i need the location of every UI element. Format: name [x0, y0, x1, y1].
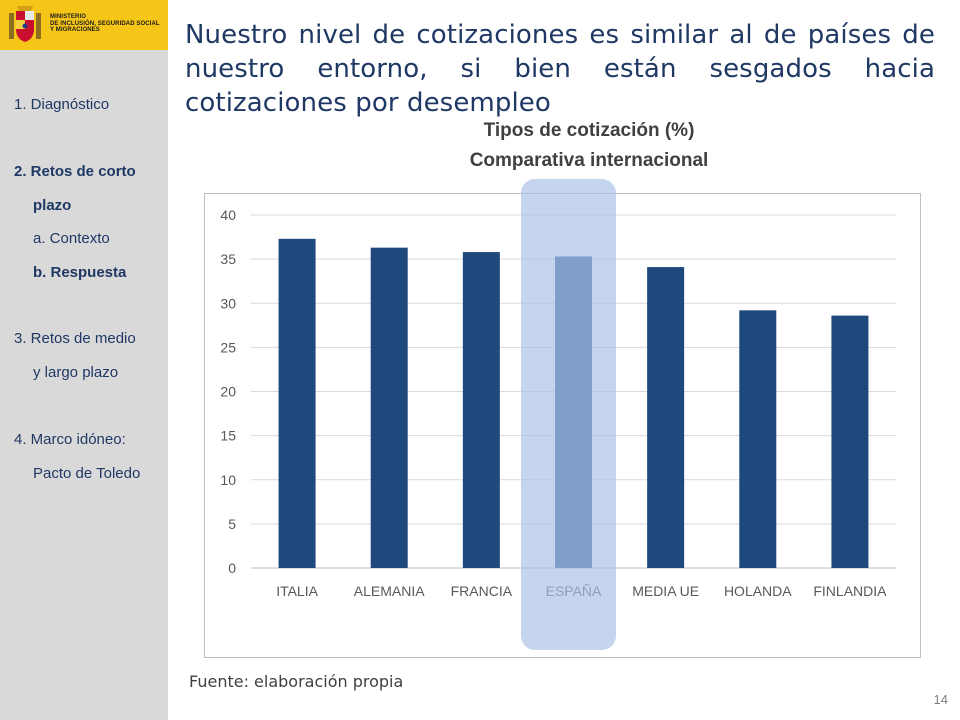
slide-title: Nuestro nivel de cotizaciones es similar… — [185, 20, 935, 118]
bar-alemania — [370, 247, 408, 568]
x-tick-label: ITALIA — [276, 583, 318, 599]
y-tick-label: 0 — [228, 560, 236, 576]
nav-item-retos-medio-cont[interactable]: y largo plazo — [33, 364, 119, 381]
nav-item-marco[interactable]: 4. Marco idóneo: — [14, 431, 126, 448]
x-tick-label: HOLANDA — [724, 583, 792, 599]
nav-item-retos-medio[interactable]: 3. Retos de medio — [14, 330, 136, 347]
x-tick-label: MEDIA UE — [632, 583, 699, 599]
y-tick-label: 40 — [220, 207, 236, 223]
page-number: 14 — [933, 692, 948, 707]
y-tick-label: 30 — [220, 295, 236, 311]
x-tick-label: ALEMANIA — [354, 583, 425, 599]
bar-italia — [278, 238, 316, 568]
y-tick-label: 25 — [220, 339, 236, 355]
bar-finlandia — [831, 315, 869, 568]
nav-item-marco-cont[interactable]: Pacto de Toledo — [33, 465, 141, 482]
chart-subtitle: Comparativa internacional — [469, 150, 709, 171]
source-note: Fuente: elaboración propia — [189, 672, 404, 691]
ministry-line-2: DE INCLUSIÓN, SEGURIDAD SOCIAL — [50, 20, 160, 27]
x-tick-label: FINLANDIA — [813, 583, 887, 599]
nav-subitem-contexto[interactable]: a. Contexto — [33, 230, 110, 247]
nav-item-retos-corto-cont[interactable]: plazo — [33, 197, 72, 214]
ministry-line-1: MINISTERIO — [50, 14, 87, 20]
y-tick-label: 10 — [220, 472, 236, 488]
nav-item-diagnostico[interactable]: 1. Diagnóstico — [14, 96, 110, 113]
bar-media-ue — [647, 267, 685, 568]
y-tick-label: 35 — [220, 251, 236, 267]
y-tick-label: 5 — [228, 516, 236, 532]
highlight-band-espana — [521, 179, 616, 650]
chart-title: Tipos de cotización (%) — [483, 120, 695, 141]
nav-subitem-respuesta[interactable]: b. Respuesta — [33, 264, 127, 281]
ministry-logo: MINISTERIO DE INCLUSIÓN, SEGURIDAD SOCIA… — [0, 0, 168, 50]
nav-item-retos-corto[interactable]: 2. Retos de corto — [14, 163, 136, 180]
sidebar: MINISTERIO DE INCLUSIÓN, SEGURIDAD SOCIA… — [0, 0, 168, 720]
y-tick-label: 15 — [220, 428, 236, 444]
x-tick-label: FRANCIA — [451, 583, 513, 599]
y-tick-label: 20 — [220, 384, 236, 400]
bar-holanda — [739, 310, 777, 568]
ministry-name: MINISTERIO DE INCLUSIÓN, SEGURIDAD SOCIA… — [50, 14, 168, 34]
chart-title-block: Tipos de cotización (%) Comparativa inte… — [380, 116, 798, 176]
coat-of-arms-icon — [9, 6, 41, 42]
bars — [278, 238, 869, 568]
ministry-line-3: Y MIGRACIONES — [50, 27, 100, 33]
bar-francia — [462, 252, 500, 568]
